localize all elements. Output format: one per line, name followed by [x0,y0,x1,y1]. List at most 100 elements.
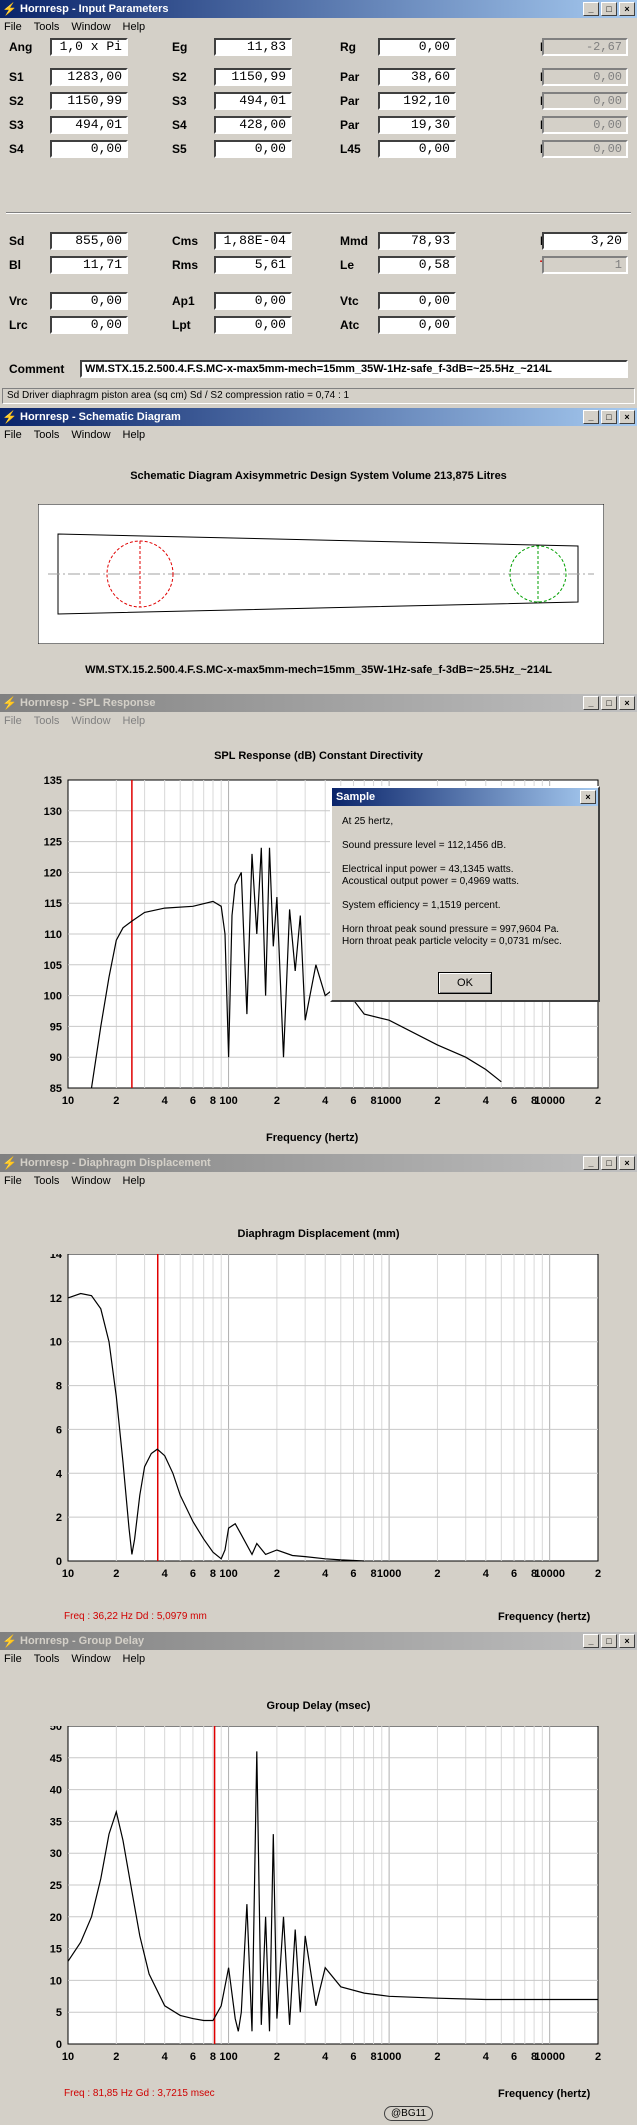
param-field[interactable]: 0,00 [378,316,456,334]
param-field[interactable]: 1,88E-04 [214,232,292,250]
x-tick-label: 8 [370,1568,376,1580]
param-label: S2 [172,70,187,84]
maximize-button[interactable]: □ [601,410,617,424]
close-button[interactable]: × [619,2,635,16]
param-field[interactable]: 78,93 [378,232,456,250]
param-label: Eg [172,40,188,54]
menu-help[interactable]: Help [122,715,146,727]
title-bar[interactable]: ⚡ Hornresp - Input Parameters _ □ × [0,0,637,18]
menu-window[interactable]: Window [71,21,111,33]
close-button[interactable]: × [619,1634,635,1648]
y-tick-label: 115 [44,898,62,910]
x-tick-label: 2 [595,1095,601,1107]
param-field[interactable]: 11,83 [214,38,292,56]
param-field[interactable]: 192,10 [378,92,456,110]
param-field[interactable]: 1,0 x Pi [50,38,128,56]
menu-tools[interactable]: Tools [33,21,60,33]
param-field[interactable]: 0,00 [214,140,292,158]
param-field[interactable]: 494,01 [214,92,292,110]
menu-file[interactable]: File [4,715,22,727]
menu-help[interactable]: Help [122,1653,146,1665]
param-field[interactable]: 19,30 [378,116,456,134]
title-bar[interactable]: ⚡ Hornresp - SPL Response _ □ × [0,694,637,712]
param-field[interactable]: 0,58 [378,256,456,274]
x-tick-label: 2 [595,2051,601,2063]
menu-bar: File Tools Window Help [0,712,637,730]
param-field[interactable]: 855,00 [50,232,128,250]
param-field[interactable]: 1283,00 [50,68,128,86]
y-tick-label: 25 [50,1880,62,1892]
menu-file[interactable]: File [4,1653,22,1665]
title-bar[interactable]: ⚡ Hornresp - Group Delay _ □ × [0,1632,637,1650]
param-field[interactable]: 0,00 [378,38,456,56]
menu-bar: File Tools Window Help [0,1650,637,1668]
menu-window[interactable]: Window [71,1175,111,1187]
x-tick-label: 10000 [534,1095,565,1107]
menu-window[interactable]: Window [71,429,111,441]
menu-bar: File Tools Window Help [0,1172,637,1190]
y-tick-label: 5 [56,2007,62,2019]
menu-file[interactable]: File [4,21,22,33]
menu-help[interactable]: Help [122,429,146,441]
param-field[interactable]: 1150,99 [214,68,292,86]
dialog-close-button[interactable]: × [580,790,596,804]
title-bar[interactable]: ⚡ Hornresp - Diaphragm Displacement _ □ … [0,1154,637,1172]
param-field[interactable]: 11,71 [50,256,128,274]
maximize-button[interactable]: □ [601,1156,617,1170]
y-tick-label: 35 [50,1816,62,1828]
menu-help[interactable]: Help [122,1175,146,1187]
param-field[interactable]: 0,00 [214,316,292,334]
menu-window[interactable]: Window [71,1653,111,1665]
sample-dialog: Sample × At 25 hertz, Sound pressure lev… [330,786,600,1002]
window-title: Hornresp - Group Delay [20,1635,145,1647]
maximize-button[interactable]: □ [601,1634,617,1648]
hornresp-icon: ⚡ [2,1156,17,1170]
title-bar[interactable]: ⚡ Hornresp - Schematic Diagram _ □ × [0,408,637,426]
menu-help[interactable]: Help [122,21,146,33]
param-field[interactable]: 5,61 [214,256,292,274]
minimize-button[interactable]: _ [583,2,599,16]
x-tick-label: 8 [370,1095,376,1107]
minimize-button[interactable]: _ [583,1156,599,1170]
dialog-title-bar[interactable]: Sample × [332,788,598,806]
dialog-line: Electrical input power = 43,1345 watts. [342,864,514,875]
param-field[interactable]: 0,00 [50,292,128,310]
x-tick-label: 10000 [534,1568,565,1580]
minimize-button[interactable]: _ [583,1634,599,1648]
param-field[interactable]: 494,01 [50,116,128,134]
menu-tools[interactable]: Tools [33,429,60,441]
x-tick-label: 4 [322,1095,329,1107]
minimize-button[interactable]: _ [583,410,599,424]
close-button[interactable]: × [619,1156,635,1170]
maximize-button[interactable]: □ [601,696,617,710]
param-field[interactable]: 3,20 [542,232,628,250]
param-field[interactable]: 0,00 [50,316,128,334]
minimize-button[interactable]: _ [583,696,599,710]
param-field[interactable]: 428,00 [214,116,292,134]
param-label: Rg [340,40,356,54]
param-field[interactable]: 0,00 [378,292,456,310]
param-field[interactable]: 0,00 [378,140,456,158]
menu-tools[interactable]: Tools [33,715,60,727]
x-tick-label: 4 [483,1568,490,1580]
menu-tools[interactable]: Tools [33,1175,60,1187]
param-field[interactable]: 0,00 [214,292,292,310]
menu-file[interactable]: File [4,429,22,441]
menu-file[interactable]: File [4,1175,22,1187]
maximize-button[interactable]: □ [601,2,617,16]
param-field[interactable]: 0,00 [50,140,128,158]
dialog-line [332,912,598,924]
ok-button[interactable]: OK [438,972,492,994]
close-button[interactable]: × [619,696,635,710]
x-tick-label: 4 [162,1568,169,1580]
param-field[interactable]: 38,60 [378,68,456,86]
comment-field[interactable]: WM.STX.15.2.500.4.F.S.MC-x-max5mm-mech=1… [80,360,628,378]
param-field[interactable]: 1150,99 [50,92,128,110]
series-line [67,1751,598,2032]
x-tick-label: 6 [190,1568,196,1580]
menu-tools[interactable]: Tools [33,1653,60,1665]
close-button[interactable]: × [619,410,635,424]
menu-window[interactable]: Window [71,715,111,727]
